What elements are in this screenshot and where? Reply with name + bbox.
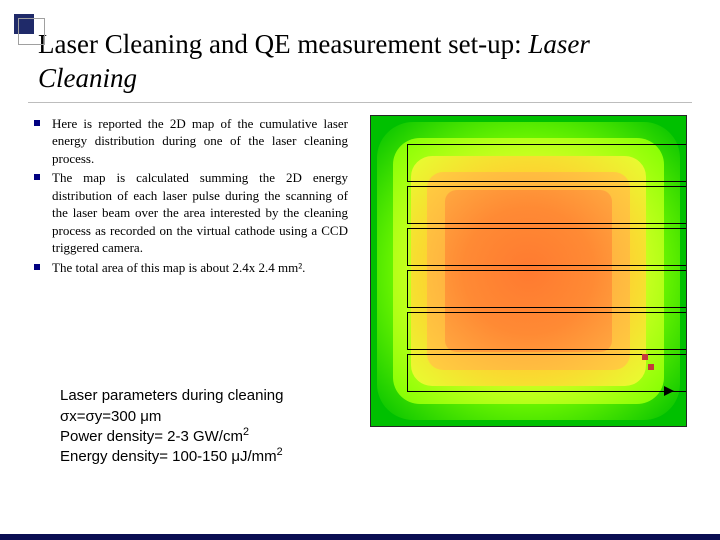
list-item: The total area of this map is about 2.4x… xyxy=(30,259,348,277)
footer-bar xyxy=(0,534,720,540)
content-row: Here is reported the 2D map of the cumul… xyxy=(28,115,692,468)
scan-row xyxy=(407,186,687,224)
laser-params-block: Laser parameters during cleaning σx=σy=3… xyxy=(60,386,348,467)
scan-row xyxy=(407,312,687,350)
scan-row xyxy=(407,144,687,182)
title-divider xyxy=(28,102,692,103)
params-energy: Energy density= 100-150 μJ/mm2 xyxy=(60,447,348,467)
scan-row xyxy=(407,228,687,266)
bullet-list: Here is reported the 2D map of the cumul… xyxy=(30,115,348,277)
scan-row xyxy=(407,270,687,308)
bullet-text: Here is reported the 2D map of the cumul… xyxy=(52,116,348,166)
params-heading: Laser parameters during cleaning xyxy=(60,386,348,406)
params-power-exp: 2 xyxy=(243,426,249,438)
arrow-right-icon xyxy=(664,386,674,396)
params-sigma: σx=σy=300 μm xyxy=(60,407,348,427)
scan-path-overlay xyxy=(371,116,686,426)
corner-accent-icon xyxy=(14,14,34,34)
bullet-text: The map is calculated summing the 2D ene… xyxy=(52,170,348,255)
right-column xyxy=(364,115,692,468)
params-power-text: Power density= 2-3 GW/cm xyxy=(60,428,243,445)
heatmap-speckle-icon xyxy=(642,354,648,360)
page-title: Laser Cleaning and QE measurement set-up… xyxy=(38,28,692,96)
slide: Laser Cleaning and QE measurement set-up… xyxy=(0,0,720,540)
bullet-text: The total area of this map is about 2.4x… xyxy=(52,260,305,275)
params-power: Power density= 2-3 GW/cm2 xyxy=(60,427,348,447)
energy-heatmap xyxy=(370,115,687,427)
params-energy-exp: 2 xyxy=(277,446,283,458)
left-column: Here is reported the 2D map of the cumul… xyxy=(28,115,348,468)
list-item: The map is calculated summing the 2D ene… xyxy=(30,169,348,257)
title-plain: Laser Cleaning and QE measurement set-up… xyxy=(38,29,528,59)
params-energy-text: Energy density= 100-150 μJ/mm xyxy=(60,448,277,465)
list-item: Here is reported the 2D map of the cumul… xyxy=(30,115,348,168)
